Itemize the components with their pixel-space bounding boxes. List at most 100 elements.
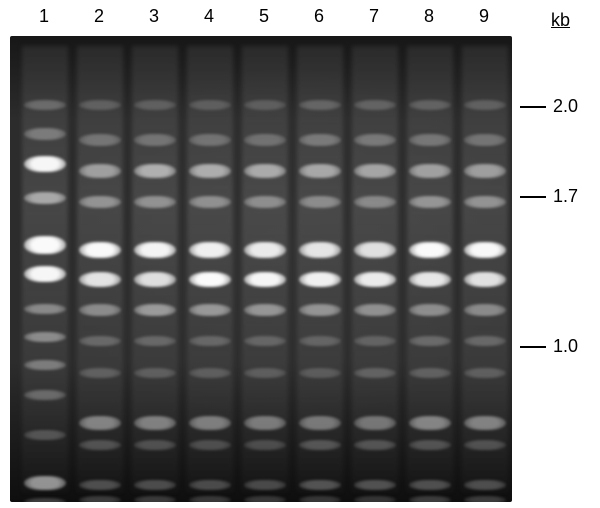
gel-band <box>79 336 121 346</box>
gel-band <box>354 164 396 178</box>
gel-band <box>244 100 286 110</box>
gel-band <box>409 336 451 346</box>
gel-band <box>354 336 396 346</box>
size-marker-label: 2.0 <box>553 96 578 117</box>
gel-band <box>189 440 231 450</box>
gel-band <box>79 416 121 430</box>
gel-band <box>299 304 341 316</box>
gel-band <box>354 196 396 208</box>
lane-haze <box>132 46 178 492</box>
gel-band <box>79 304 121 316</box>
lane-label-3: 3 <box>149 6 159 27</box>
gel-band <box>134 100 176 110</box>
size-marker-label: 1.7 <box>553 186 578 207</box>
gel-band <box>24 476 66 490</box>
lane-label-1: 1 <box>39 6 49 27</box>
gel-band <box>189 368 231 378</box>
gel-band <box>79 496 121 502</box>
gel-band <box>134 164 176 178</box>
gel-band <box>189 196 231 208</box>
gel-band <box>244 242 286 258</box>
gel-band <box>244 304 286 316</box>
gel-band <box>299 368 341 378</box>
gel-band <box>464 272 506 287</box>
lane-label-7: 7 <box>369 6 379 27</box>
gel-band <box>24 128 66 140</box>
gel-image <box>10 36 512 502</box>
gel-band <box>464 416 506 430</box>
gel-band <box>189 242 231 258</box>
gel-band <box>409 100 451 110</box>
gel-band <box>354 134 396 146</box>
gel-band <box>244 336 286 346</box>
gel-band <box>464 164 506 178</box>
gel-band <box>464 440 506 450</box>
gel-band <box>24 360 66 370</box>
lane-haze <box>352 46 398 492</box>
gel-band <box>354 496 396 502</box>
gel-band <box>409 134 451 146</box>
gel-band <box>134 440 176 450</box>
gel-band <box>24 266 66 282</box>
gel-band <box>24 192 66 204</box>
gel-band <box>189 100 231 110</box>
gel-band <box>189 496 231 502</box>
gel-band <box>79 100 121 110</box>
gel-band <box>24 332 66 342</box>
gel-band <box>189 304 231 316</box>
lane-haze <box>407 46 453 492</box>
gel-band <box>134 196 176 208</box>
gel-band <box>134 480 176 490</box>
lane-haze <box>462 46 508 492</box>
lane-haze <box>297 46 343 492</box>
size-marker-tick <box>520 106 546 108</box>
gel-band <box>79 134 121 146</box>
gel-band <box>299 272 341 287</box>
gel-band <box>409 196 451 208</box>
gel-band <box>24 304 66 314</box>
gel-band <box>409 304 451 316</box>
gel-figure: 123456789 kb 2.01.71.0 <box>0 0 600 508</box>
gel-band <box>464 368 506 378</box>
gel-band <box>244 496 286 502</box>
gel-band <box>409 440 451 450</box>
gel-band <box>409 164 451 178</box>
size-marker-tick <box>520 346 546 348</box>
gel-band <box>409 496 451 502</box>
gel-band <box>24 430 66 440</box>
gel-band <box>189 416 231 430</box>
gel-band <box>299 416 341 430</box>
gel-band <box>299 134 341 146</box>
gel-band <box>134 304 176 316</box>
gel-band <box>354 416 396 430</box>
gel-band <box>299 100 341 110</box>
gel-band <box>134 496 176 502</box>
gel-band <box>409 368 451 378</box>
gel-band <box>409 480 451 490</box>
gel-band <box>354 100 396 110</box>
gel-band <box>244 272 286 287</box>
gel-band <box>79 480 121 490</box>
lane-haze <box>242 46 288 492</box>
gel-band <box>464 480 506 490</box>
lane-label-5: 5 <box>259 6 269 27</box>
lane-label-6: 6 <box>314 6 324 27</box>
gel-band <box>409 242 451 258</box>
gel-band <box>24 390 66 400</box>
lane-label-2: 2 <box>94 6 104 27</box>
gel-band <box>464 336 506 346</box>
gel-band <box>134 416 176 430</box>
gel-band <box>354 272 396 287</box>
gel-band <box>464 242 506 258</box>
lane-label-8: 8 <box>424 6 434 27</box>
gel-band <box>244 480 286 490</box>
gel-band <box>299 196 341 208</box>
gel-band <box>354 242 396 258</box>
gel-band <box>409 272 451 287</box>
gel-band <box>299 480 341 490</box>
gel-band <box>79 368 121 378</box>
gel-band <box>189 336 231 346</box>
gel-band <box>299 164 341 178</box>
gel-band <box>24 100 66 110</box>
gel-band <box>244 416 286 430</box>
